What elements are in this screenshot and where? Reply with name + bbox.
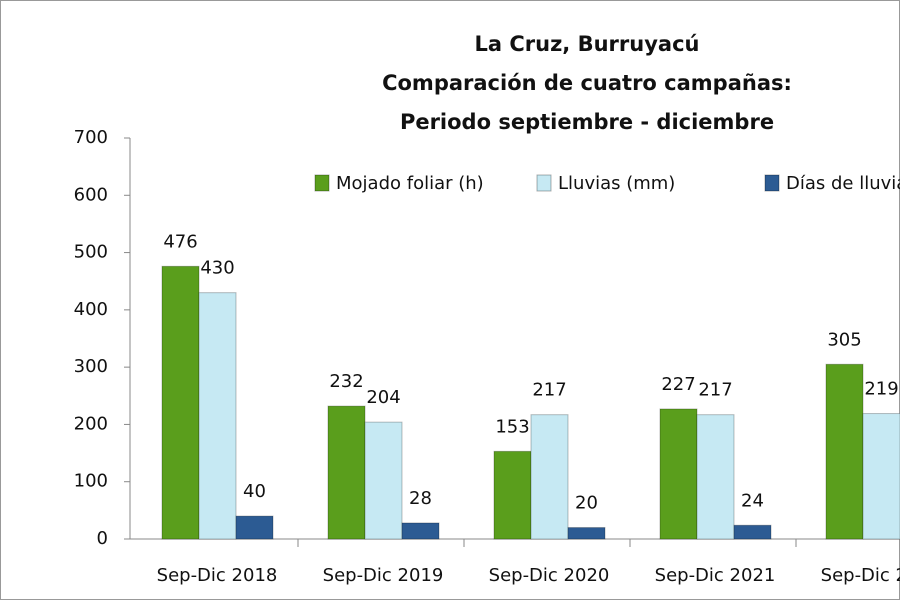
bar [493, 450, 532, 540]
bar [401, 522, 440, 540]
value-label: 153 [495, 416, 529, 437]
value-label: 217 [698, 380, 732, 401]
value-label: 430 [200, 258, 234, 279]
y-tick-label: 500 [74, 242, 108, 263]
value-label: 24 [741, 490, 764, 511]
bar [696, 414, 735, 540]
value-label: 219 [864, 379, 898, 400]
legend-swatch [536, 174, 552, 192]
value-label: 204 [366, 387, 400, 408]
x-tick-label: Sep-Dic 2021 [655, 565, 776, 586]
bar [235, 515, 274, 540]
value-label: 28 [409, 488, 432, 509]
legend-label: Mojado foliar (h) [336, 173, 484, 194]
y-tick-label: 0 [97, 528, 108, 549]
chart-title: La Cruz, Burruyacú [475, 32, 700, 56]
bar [198, 292, 237, 540]
bar [862, 413, 900, 540]
legend-swatch [314, 174, 330, 192]
y-tick-label: 100 [74, 471, 108, 492]
value-label: 217 [532, 380, 566, 401]
value-label: 20 [575, 493, 598, 514]
y-tick-label: 600 [74, 184, 108, 205]
value-label: 227 [661, 374, 695, 395]
legend-swatch [764, 174, 780, 192]
bar [659, 408, 698, 540]
legend-label: Lluvias (mm) [558, 173, 675, 194]
x-tick-label: Sep-Dic 2022 [821, 565, 900, 586]
bar [733, 524, 772, 540]
value-label: 40 [243, 481, 266, 502]
x-tick-label: Sep-Dic 2018 [157, 565, 278, 586]
bar [825, 363, 864, 540]
bar [567, 527, 606, 540]
y-tick-label: 700 [74, 127, 108, 148]
bar [364, 421, 403, 540]
value-label: 476 [163, 231, 197, 252]
y-tick-label: 200 [74, 413, 108, 434]
legend-label: Días de lluvia [786, 173, 900, 194]
value-label: 305 [827, 329, 861, 350]
y-tick-label: 400 [74, 299, 108, 320]
y-tick-label: 300 [74, 356, 108, 377]
value-label: 232 [329, 371, 363, 392]
chart-title: Comparación de cuatro campañas: [382, 71, 792, 95]
bar [530, 414, 569, 540]
x-tick-label: Sep-Dic 2019 [323, 565, 444, 586]
bar [327, 405, 366, 540]
bar [161, 265, 200, 540]
x-tick-label: Sep-Dic 2020 [489, 565, 610, 586]
chart-title: Periodo septiembre - diciembre [400, 110, 774, 134]
